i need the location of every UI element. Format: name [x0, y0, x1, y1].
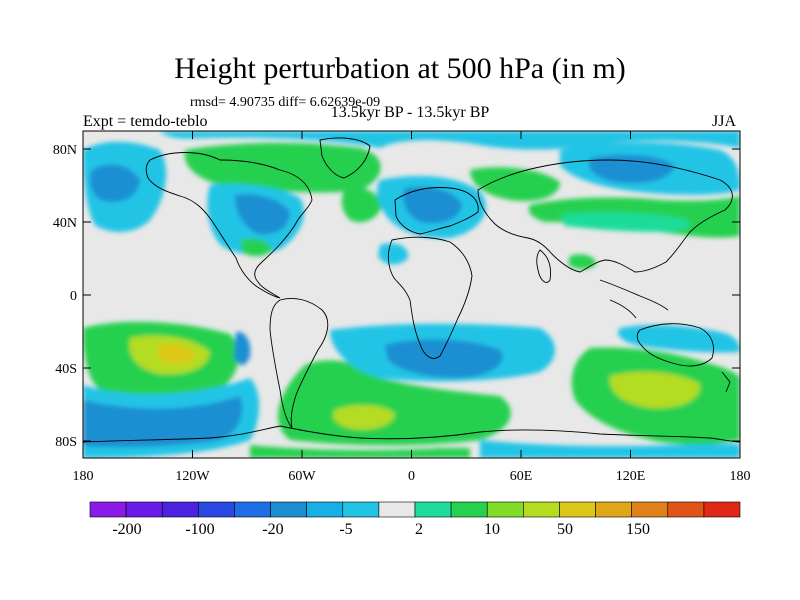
colorbar-label: 50 [557, 521, 573, 538]
colorbar-box [523, 501, 560, 518]
colorbar-box [161, 501, 199, 518]
field-yellow-s-pacific [157, 344, 196, 364]
colorbar-label: -100 [185, 521, 214, 538]
colorbar-box [234, 501, 271, 518]
field-blue-n-america [234, 194, 290, 235]
colorbar-box [342, 501, 380, 518]
lat-tick-label: 0 [70, 289, 77, 304]
field-cyan-antarctic [480, 440, 740, 458]
field-blue-n-pacific [90, 164, 140, 202]
colorbar-box [125, 501, 163, 518]
coast-se-asia [599, 279, 669, 319]
lat-tick-label: 40N [53, 216, 77, 231]
colorbar [89, 501, 741, 518]
field-green-n-atlantic [341, 187, 382, 223]
coast-new-zealand [721, 371, 731, 393]
colorbar-label: 150 [626, 521, 650, 538]
season-label: JJA [712, 113, 737, 130]
colorbar-box [198, 501, 235, 518]
lon-tick-label: 60E [510, 469, 533, 484]
field-green-canada [240, 238, 272, 257]
field-green-greenland [184, 142, 381, 193]
field-green-antarctic [250, 445, 470, 458]
period-line: 13.5kyr BP - 13.5kyr BP [330, 104, 490, 121]
height-field [83, 131, 740, 458]
stats-line: rmsd= 4.90735 diff= 6.62639e-09 [190, 95, 381, 110]
field-blue-europe [403, 186, 462, 224]
coast-antarctica [83, 425, 740, 443]
colorbar-labels: -200 -100 -20 -5 2 10 50 150 [112, 521, 650, 538]
colorbar-label: 2 [415, 521, 423, 538]
colorbar-box [703, 501, 741, 518]
colorbar-box [89, 501, 127, 518]
chart-title: Height perturbation at 500 hPa (in m) [174, 52, 626, 85]
field-blue-chile [234, 331, 251, 365]
coast-greenland [319, 137, 371, 179]
field-blue-s-indian [385, 339, 503, 378]
coast-north-america [145, 152, 313, 299]
lon-tick-label: 60W [288, 469, 316, 484]
field-blue-s-pacific-band [83, 396, 243, 448]
lat-ticks [83, 148, 740, 442]
field-blue-e-asia [588, 154, 675, 184]
coast-europe [394, 187, 479, 235]
coastlines [83, 137, 740, 443]
colorbar-box [270, 501, 307, 518]
lon-tick-label: 180 [73, 469, 94, 484]
lon-ticks [82, 131, 741, 458]
field-yellow-green-indian [609, 371, 701, 409]
colorbar-box [450, 501, 488, 518]
field-cyan-australia [618, 325, 740, 353]
lat-tick-label: 80S [55, 435, 77, 450]
colorbar-box [378, 501, 416, 518]
colorbar-box [306, 501, 344, 518]
field-cyan-africa-n [378, 243, 409, 265]
coast-south-america [269, 298, 329, 429]
field-yellow-green-s-atlantic [333, 405, 395, 430]
lon-tick-label: 0 [408, 469, 415, 484]
field-teal-w-pacific [560, 212, 691, 232]
lat-tick-label: 40S [55, 362, 77, 377]
field-green-asia-small [568, 254, 596, 270]
colorbar-label: -200 [112, 521, 141, 538]
lat-tick-label: 80N [53, 143, 77, 158]
field-green-central-asia [470, 167, 560, 202]
colorbar-box [595, 501, 632, 518]
coast-australia [636, 323, 714, 367]
colorbar-label: -5 [339, 521, 352, 538]
colorbar-label: 10 [484, 521, 500, 538]
colorbar-box [559, 501, 596, 518]
coast-africa [387, 236, 473, 359]
coast-asia [477, 159, 733, 273]
lon-tick-label: 120E [616, 469, 646, 484]
colorbar-box [414, 501, 452, 518]
colorbar-label: -20 [262, 521, 283, 538]
colorbar-box [631, 501, 669, 518]
experiment-label: Expt = temdo-teblo [83, 113, 208, 130]
lon-tick-label: 180 [730, 469, 751, 484]
colorbar-box [486, 501, 524, 518]
colorbar-box [667, 501, 705, 518]
field-green-s-atlantic [278, 360, 511, 446]
lon-tick-label: 120W [175, 469, 210, 484]
coast-india [536, 249, 551, 283]
